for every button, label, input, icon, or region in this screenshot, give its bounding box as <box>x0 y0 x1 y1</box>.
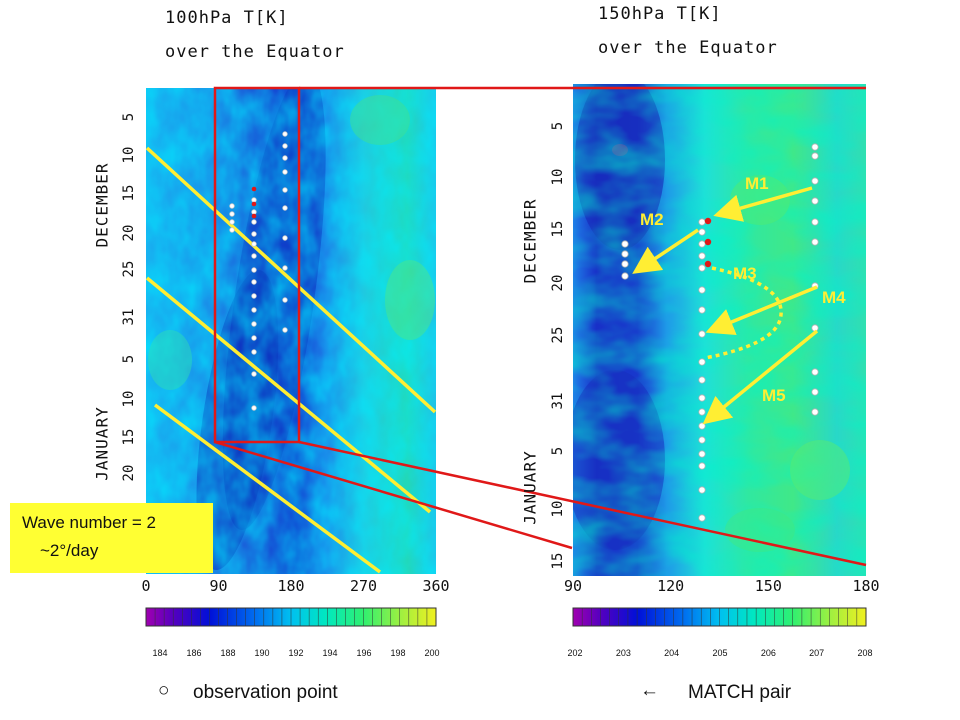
phase-lines <box>145 146 437 574</box>
y-tick-left-7: 10 <box>121 390 137 408</box>
colorbar-tick-right-6: 208 <box>857 648 873 658</box>
x-tick-right-1: 120 <box>657 577 685 595</box>
y-tick-left-9: 20 <box>121 464 137 482</box>
y-tick-right-3: 20 <box>550 274 566 292</box>
highlighted-points-right <box>704 217 712 268</box>
month-label-january-right: JANUARY <box>520 450 540 525</box>
colorbar-tick-left-1: 186 <box>186 648 202 658</box>
chart-title-right: 150hPa T[K] <box>598 4 722 24</box>
y-tick-right-7: 10 <box>550 500 566 518</box>
colorbar-tick-left-7: 198 <box>390 648 406 658</box>
colorbar-tick-left-5: 194 <box>322 648 338 658</box>
colorbar-tick-left-2: 188 <box>220 648 236 658</box>
month-label-december-right: DECEMBER <box>520 198 540 284</box>
colorbar-tick-left-4: 192 <box>288 648 304 658</box>
match-arrows <box>632 186 819 425</box>
x-tick-right-0: 90 <box>563 577 583 595</box>
x-tick-left-1: 90 <box>209 577 228 595</box>
y-tick-right-6: 5 <box>550 446 566 456</box>
colorbar-tick-right-5: 207 <box>809 648 825 658</box>
y-tick-left-3: 20 <box>121 224 137 242</box>
highlighted-points-left <box>251 186 257 219</box>
colorbar-tick-left-6: 196 <box>356 648 372 658</box>
heatmap-150hpa <box>573 84 866 576</box>
x-tick-left-4: 360 <box>422 577 450 595</box>
chart-subtitle-right: over the Equator <box>598 38 778 58</box>
y-tick-right-8: 15 <box>550 552 566 570</box>
zoom-indicator <box>213 86 867 567</box>
colorbar-tick-right-2: 204 <box>664 648 680 658</box>
annotation-line-2: ~2°/day <box>40 541 99 560</box>
observation-points-left <box>229 131 288 411</box>
legend-arrow-symbol: ← <box>640 680 659 701</box>
y-tick-left-6: 5 <box>121 354 137 364</box>
match-label-m4: M4 <box>822 288 846 307</box>
colorbar-tick-left-8: 200 <box>424 648 440 658</box>
legend-marker-symbol: ○ <box>158 680 170 701</box>
y-tick-left-5: 31 <box>121 308 137 326</box>
match-label-m3: M3 <box>733 264 757 283</box>
legend-marker-label: observation point <box>193 682 338 703</box>
chart-title-left: 100hPa T[K] <box>165 8 289 28</box>
colorbar-left <box>145 607 437 627</box>
heatmap-100hpa <box>146 88 436 574</box>
month-label-december-left: DECEMBER <box>92 162 112 248</box>
y-tick-left-2: 15 <box>121 184 137 202</box>
x-tick-left-2: 180 <box>277 577 305 595</box>
match-label-m5: M5 <box>762 386 786 405</box>
colorbar-right <box>572 607 867 627</box>
match-label-m2: M2 <box>640 210 664 229</box>
colorbar-tick-left-3: 190 <box>254 648 270 658</box>
y-tick-right-4: 25 <box>550 326 566 344</box>
y-tick-right-5: 31 <box>550 392 566 410</box>
y-tick-right-2: 15 <box>550 220 566 238</box>
colorbar-tick-left-0: 184 <box>152 648 168 658</box>
colorbar-tick-right-0: 202 <box>567 648 583 658</box>
chart-subtitle-left: over the Equator <box>165 42 345 62</box>
month-label-january-left: JANUARY <box>92 406 112 481</box>
wave-number-annotation: Wave number = 2 ~2°/day <box>10 503 213 573</box>
x-tick-right-2: 150 <box>754 577 782 595</box>
y-tick-left-8: 15 <box>121 428 137 446</box>
colorbar-tick-right-4: 206 <box>760 648 776 658</box>
y-tick-left-4: 25 <box>121 260 137 278</box>
y-tick-left-0: 5 <box>121 112 137 122</box>
x-tick-left-3: 270 <box>349 577 378 595</box>
y-tick-right-0: 5 <box>550 121 566 131</box>
x-tick-right-3: 180 <box>852 577 880 595</box>
annotation-line-1: Wave number = 2 <box>22 513 157 532</box>
colorbar-tick-right-1: 203 <box>615 648 631 658</box>
x-tick-left-0: 0 <box>141 577 151 595</box>
colorbar-tick-right-3: 205 <box>712 648 728 658</box>
match-label-m1: M1 <box>745 174 769 193</box>
y-tick-right-1: 10 <box>550 168 566 186</box>
legend-arrow-label: MATCH pair <box>688 682 792 703</box>
y-tick-left-1: 10 <box>121 146 137 164</box>
